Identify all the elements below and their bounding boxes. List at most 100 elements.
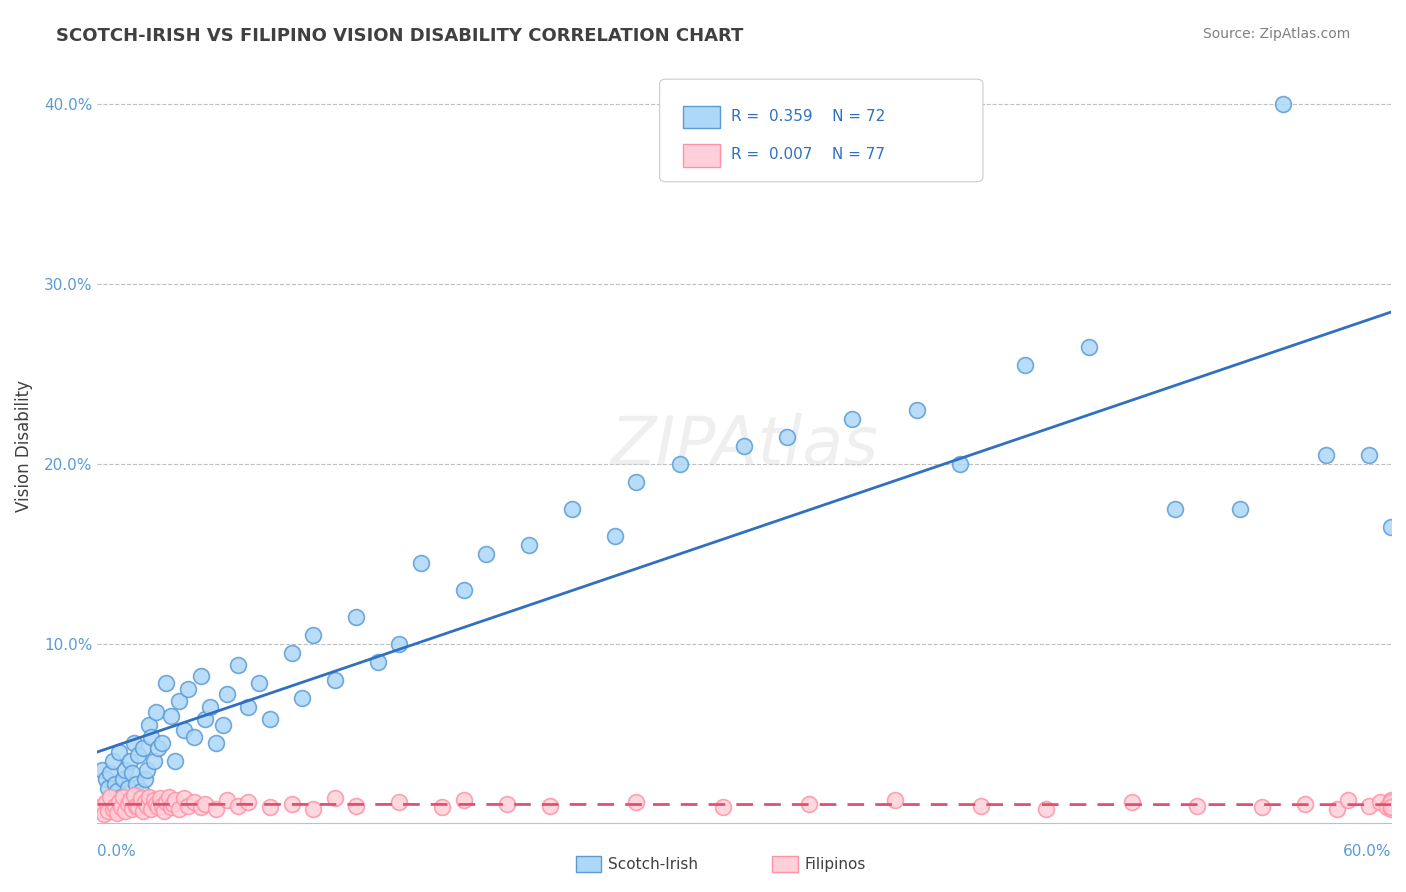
Point — [453, 793, 475, 807]
Point — [138, 717, 160, 731]
Point — [142, 754, 165, 768]
Point — [118, 754, 141, 768]
Point — [474, 547, 496, 561]
Point — [89, 802, 111, 816]
Point — [173, 791, 195, 805]
Point — [129, 791, 152, 805]
Point — [112, 772, 135, 786]
Point — [561, 502, 583, 516]
Point — [1379, 793, 1402, 807]
Point — [1375, 800, 1398, 814]
Point — [183, 795, 205, 809]
Point — [238, 795, 260, 809]
Text: R =  0.007    N = 77: R = 0.007 N = 77 — [731, 147, 886, 162]
Point — [104, 777, 127, 791]
Point — [215, 793, 238, 807]
Point — [344, 609, 367, 624]
Point — [177, 798, 200, 813]
Point — [112, 789, 135, 804]
Point — [1379, 795, 1402, 809]
Point — [1358, 798, 1381, 813]
Text: Scotch-Irish: Scotch-Irish — [607, 857, 697, 871]
Point — [125, 777, 148, 791]
Point — [108, 745, 131, 759]
Point — [496, 797, 519, 811]
Point — [90, 798, 112, 813]
Point — [114, 763, 136, 777]
Point — [194, 797, 217, 811]
Point — [117, 797, 139, 811]
Point — [94, 795, 117, 809]
Point — [121, 802, 143, 816]
Point — [142, 793, 165, 807]
Point — [129, 784, 152, 798]
Point — [169, 802, 191, 816]
Text: Source: ZipAtlas.com: Source: ZipAtlas.com — [1202, 27, 1350, 41]
Point — [125, 798, 148, 813]
Point — [159, 708, 181, 723]
Point — [1369, 795, 1392, 809]
Point — [302, 802, 325, 816]
Point — [1014, 358, 1036, 372]
Point — [138, 789, 160, 804]
Point — [280, 646, 302, 660]
Point — [110, 789, 132, 804]
Point — [132, 741, 155, 756]
Point — [108, 795, 131, 809]
Point — [134, 772, 156, 786]
Point — [1379, 802, 1402, 816]
Point — [1272, 97, 1295, 112]
Text: SCOTCH-IRISH VS FILIPINO VISION DISABILITY CORRELATION CHART: SCOTCH-IRISH VS FILIPINO VISION DISABILI… — [56, 27, 744, 45]
Point — [190, 669, 212, 683]
Point — [100, 766, 122, 780]
Point — [247, 676, 270, 690]
Point — [162, 797, 184, 811]
Point — [538, 798, 561, 813]
Point — [1358, 448, 1381, 462]
Point — [127, 748, 149, 763]
Point — [165, 793, 187, 807]
Point — [127, 800, 149, 814]
Text: Filipinos: Filipinos — [804, 857, 866, 871]
Point — [145, 705, 167, 719]
Point — [711, 800, 734, 814]
Point — [226, 658, 249, 673]
Point — [100, 789, 122, 804]
Point — [841, 412, 863, 426]
Point — [90, 763, 112, 777]
Point — [190, 800, 212, 814]
Point — [626, 795, 648, 809]
Point — [1250, 800, 1272, 814]
Point — [155, 676, 177, 690]
Point — [121, 766, 143, 780]
Text: 60.0%: 60.0% — [1343, 845, 1391, 859]
Point — [1326, 802, 1348, 816]
Point — [94, 772, 117, 786]
Point — [1315, 448, 1337, 462]
Point — [323, 673, 346, 687]
Point — [117, 780, 139, 795]
Point — [110, 800, 132, 814]
Point — [1185, 798, 1208, 813]
Point — [323, 791, 346, 805]
Point — [198, 699, 221, 714]
Text: 0.0%: 0.0% — [97, 845, 136, 859]
Point — [1164, 502, 1187, 516]
Point — [453, 582, 475, 597]
Point — [970, 798, 993, 813]
Point — [280, 797, 302, 811]
Point — [949, 457, 972, 471]
Point — [146, 800, 169, 814]
Point — [1379, 798, 1402, 813]
Point — [159, 800, 181, 814]
Point — [194, 712, 217, 726]
Point — [797, 797, 820, 811]
Point — [132, 804, 155, 818]
Point — [1379, 520, 1402, 534]
Point — [1337, 793, 1360, 807]
Point — [118, 793, 141, 807]
Text: R =  0.359    N = 72: R = 0.359 N = 72 — [731, 109, 886, 124]
Point — [1078, 340, 1101, 354]
Text: ZIPAtlas: ZIPAtlas — [610, 413, 879, 479]
Point — [169, 694, 191, 708]
